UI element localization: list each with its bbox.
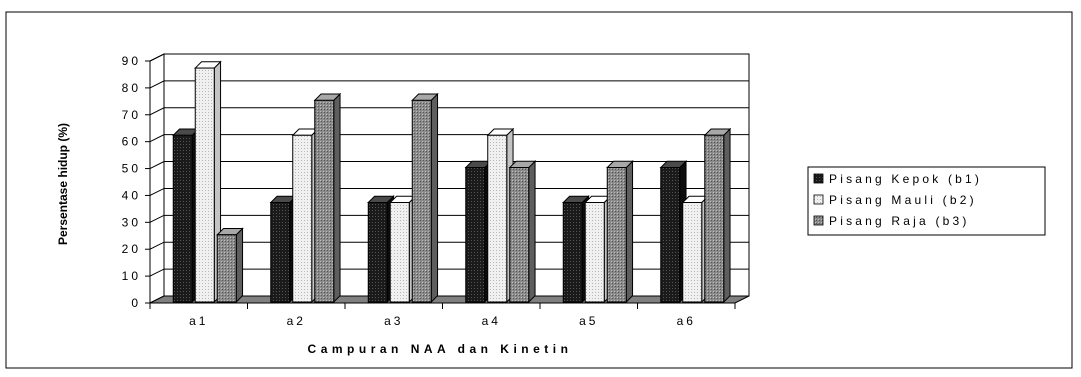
x-tick-label: a2 (287, 314, 306, 328)
gridline (149, 214, 749, 223)
x-tick-label: a4 (482, 314, 501, 328)
bar-front (682, 202, 703, 303)
bar-front (172, 134, 193, 303)
y-axis-title: Persentase hidup (%) (56, 123, 70, 245)
gridline (149, 161, 749, 170)
y-tick-label: 10 (122, 269, 141, 283)
bar-front (270, 202, 291, 303)
bar-a3-series-3 (411, 92, 439, 304)
bar-front (292, 134, 313, 303)
bar-front (367, 202, 388, 303)
bar-front (411, 99, 432, 303)
bar-side (235, 227, 244, 304)
legend-label-b2: Pisang Mauli (b2) (829, 193, 977, 207)
bar-front (660, 167, 681, 303)
bar-a5-series-3 (606, 160, 634, 304)
x-tick-label: a6 (677, 314, 696, 328)
bar-side (430, 92, 439, 304)
x-tick-label: a1 (189, 314, 208, 328)
y-tick-label: 20 (122, 242, 141, 256)
axes: 0 10 20 30 40 50 60 70 80 90 a1 a2 a3 a4 a5 a6 (122, 54, 736, 328)
bar-a6-series-3 (703, 127, 732, 304)
gridline (149, 107, 749, 116)
bar-front (606, 167, 627, 303)
bars (172, 60, 732, 304)
gridline (149, 134, 749, 143)
bar-a1-series-2 (194, 60, 222, 304)
y-tick-label: 70 (122, 108, 141, 122)
y-tick-label: 40 (122, 188, 141, 202)
gridline (149, 268, 749, 277)
x-tick-label: a5 (579, 314, 598, 328)
bar-front (487, 134, 508, 303)
legend: Pisang Kepok (b1) Pisang Mauli (b2) Pisa… (807, 166, 1046, 236)
bar-front (509, 167, 530, 303)
y-tick-label: 80 (122, 81, 141, 95)
bar-side (528, 160, 536, 304)
bar-front (562, 202, 583, 303)
bar-front (584, 202, 605, 303)
bar-side (723, 127, 731, 304)
gridline (149, 80, 749, 89)
gridline (149, 53, 749, 62)
y-tick-label: 0 (131, 296, 141, 310)
y-tick-label: 90 (122, 54, 141, 68)
gridline (149, 241, 749, 250)
bar-front (194, 67, 215, 303)
bar-side (333, 92, 341, 304)
x-axis-title: Campuran NAA dan Kinetin (308, 342, 573, 356)
legend-box (807, 166, 1046, 236)
x-tick-label: a3 (384, 314, 403, 328)
bar-a4-series-3 (508, 160, 537, 304)
bar-front (465, 167, 486, 303)
bar-side (625, 160, 634, 304)
legend-label-b1: Pisang Kepok (b1) (829, 172, 982, 186)
y-tick-label: 50 (122, 162, 141, 176)
bar-a2-series-3 (313, 92, 342, 304)
bar-front (216, 234, 237, 303)
y-tick-label: 30 (122, 215, 141, 229)
legend-swatch-b2 (813, 194, 824, 205)
legend-swatch-b3 (813, 215, 824, 226)
plot-side-wall (149, 53, 165, 304)
plot-back-wall (163, 53, 750, 297)
bar-a1-series-3 (216, 227, 244, 304)
bar-front (704, 134, 725, 303)
bar-front (389, 202, 410, 303)
bar-front (314, 99, 335, 303)
legend-label-b3: Pisang Raja (b3) (829, 214, 970, 228)
y-tick-label: 60 (122, 135, 141, 149)
legend-swatch-b1 (813, 173, 824, 184)
gridline (149, 187, 749, 196)
